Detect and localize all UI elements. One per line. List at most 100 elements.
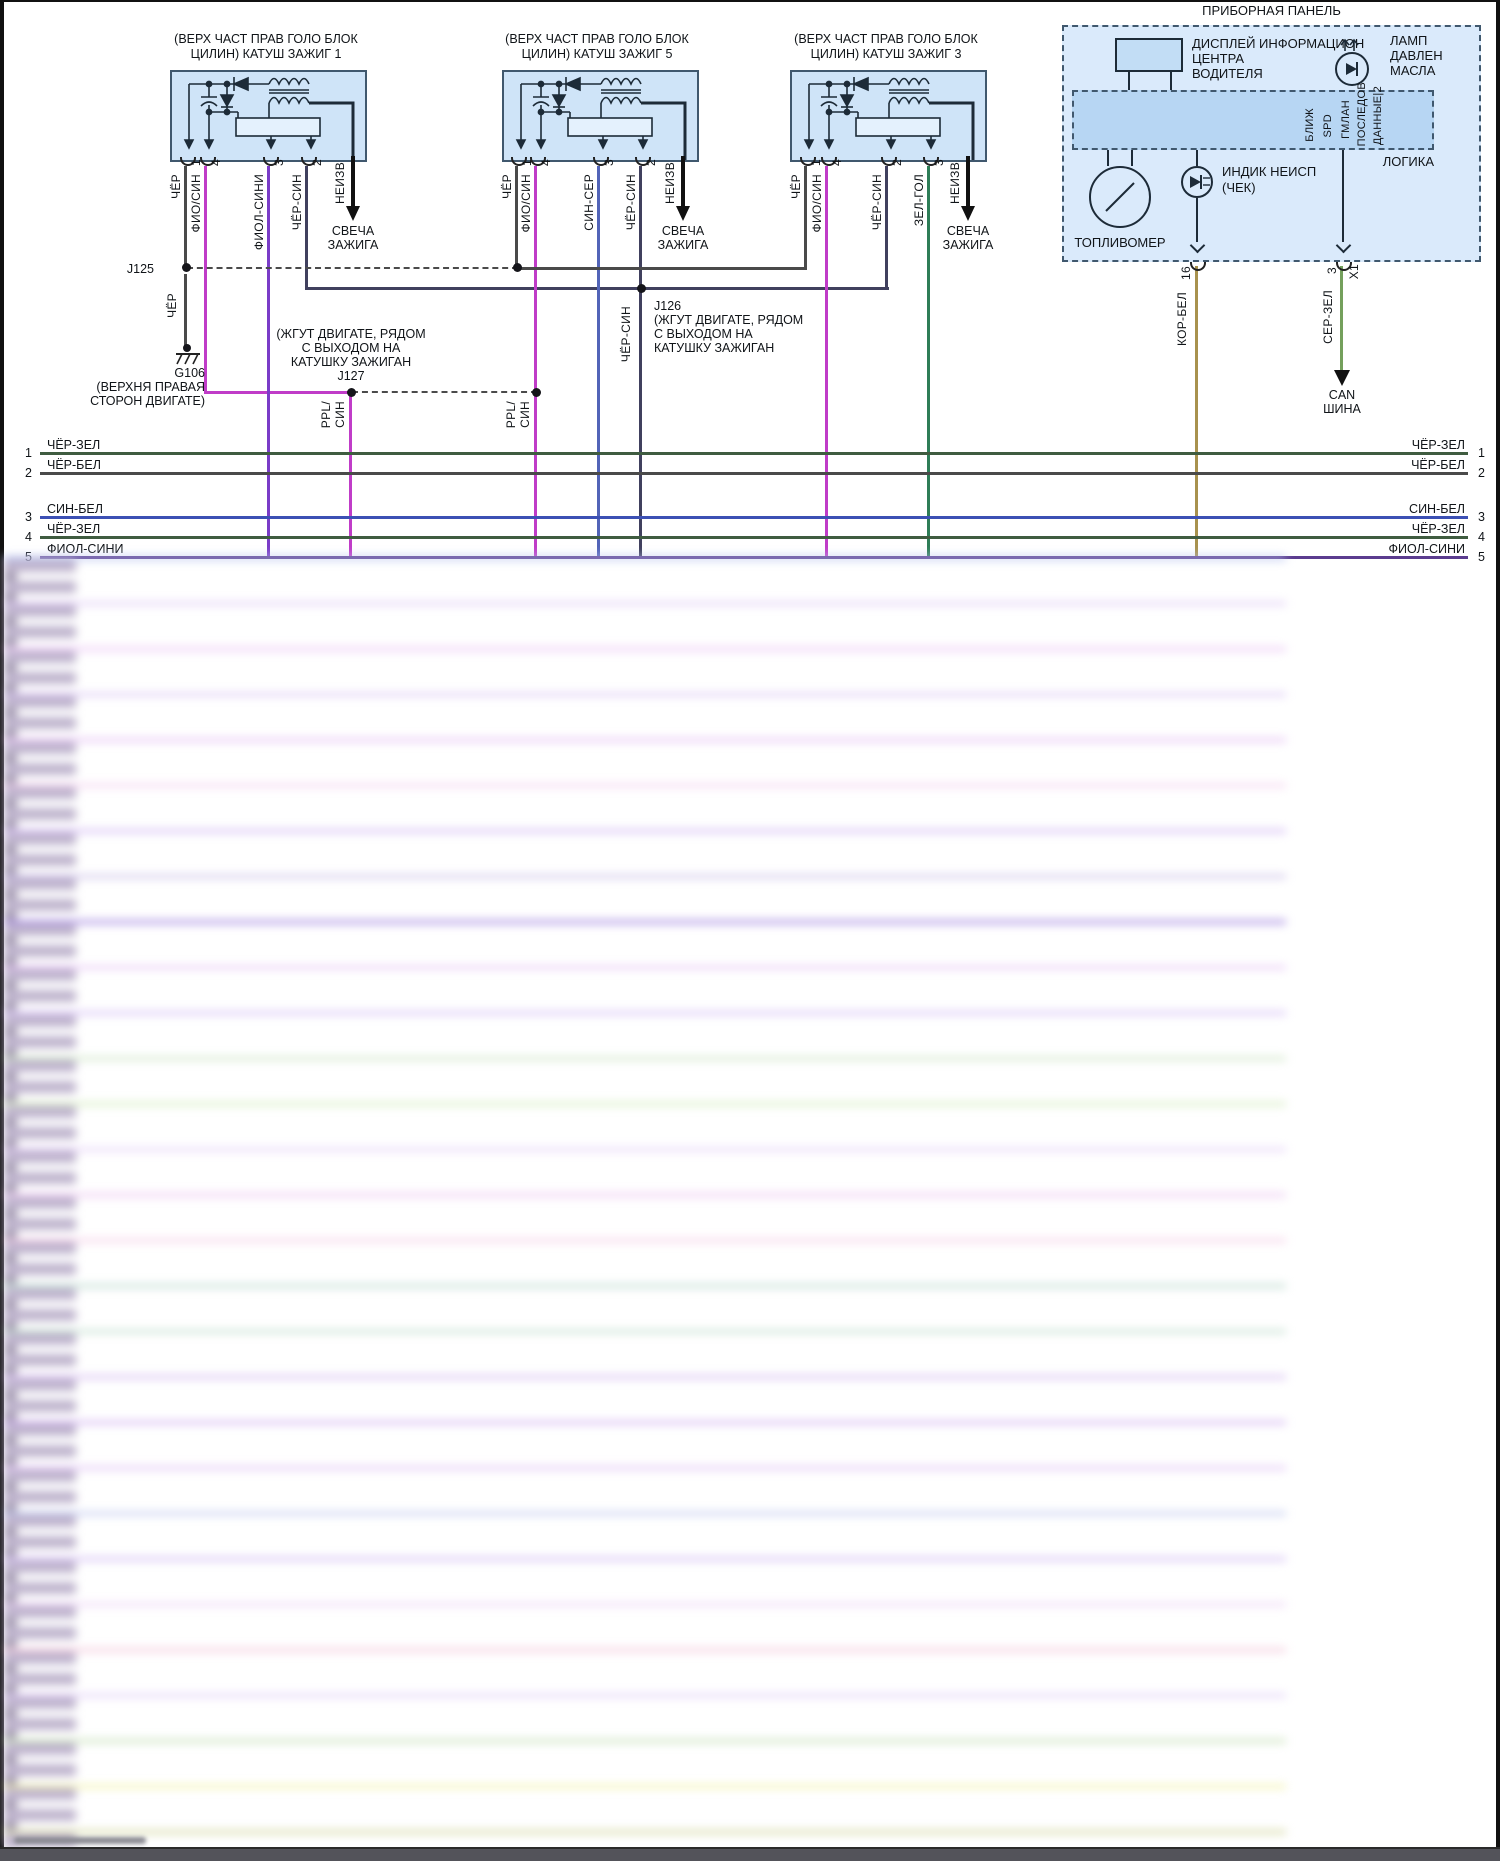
bus-row-label-right: ЧЁР-БЕЛ	[1411, 458, 1465, 472]
redacted-label-chip-left	[4, 1606, 76, 1618]
redacted-label-chip-right	[4, 1581, 76, 1594]
redacted-label-chip-right	[4, 1809, 76, 1821]
coil-3-pin-terminal	[821, 157, 837, 166]
gauge-leg-1	[1107, 150, 1109, 166]
display-leg-1	[1128, 72, 1130, 90]
bus-row-number-left: 3	[25, 510, 32, 524]
mil-wire-lower	[1196, 198, 1198, 242]
spark-plug-label-line2: ЗАЖИГА	[942, 238, 994, 252]
j127-junction-dot	[347, 388, 356, 397]
redacted-pin-number-left	[4, 1800, 17, 1809]
redacted-pin-number-right	[4, 592, 17, 602]
bus-row-label-left: ЧЁР-ЗЕЛ	[47, 522, 101, 536]
coil-3-title-line1: (ВЕРХ ЧАСТ ПРАВ ГОЛО БЛОК	[794, 32, 978, 46]
display-label-line3: ВОДИТЕЛЯ	[1192, 66, 1263, 81]
redacted-pin-number-left	[4, 935, 17, 945]
redacted-label-chip-right	[4, 762, 76, 775]
redacted-pin-number-left	[4, 1709, 17, 1718]
coil-1-output-label: НЕИЗВ	[333, 162, 347, 205]
coil-1-title-line2: ЦИЛИН) КАТУШ ЗАЖИГ 1	[190, 47, 342, 61]
redacted-label-chip-left	[4, 1697, 76, 1709]
gauge-leg-2	[1131, 150, 1133, 166]
redacted-pin-number-left	[4, 1299, 17, 1309]
bus-row-label-left: ЧЁР-ЗЕЛ	[47, 438, 101, 452]
blur-wire-row	[4, 1420, 1286, 1424]
redacted-pin-number-right	[4, 1184, 17, 1193]
redacted-label-chip-left	[4, 1424, 76, 1436]
coil-1-pin-number: 4	[209, 159, 223, 166]
redacted-pin-number-left	[4, 890, 17, 899]
redacted-pin-number-left	[4, 1527, 17, 1536]
wire-ppl-coil3-drop	[825, 166, 828, 556]
blur-wire-row	[4, 1830, 1286, 1834]
redacted-pin-number-right	[4, 1730, 17, 1739]
coil-3-pin-number: 2	[890, 159, 904, 166]
coil-1-pin-wire-label: ФИО/СИН	[189, 174, 203, 233]
blurred-wiring-section	[4, 556, 1496, 1848]
ground-id-label: G106	[174, 366, 205, 380]
redacted-label-chip-left	[4, 1469, 76, 1482]
j127-label: J127	[337, 369, 365, 383]
coil-2-output-label: НЕИЗВ	[663, 162, 677, 205]
redacted-pin-number-right	[4, 1548, 17, 1557]
redacted-label-chip-right	[4, 1536, 76, 1548]
redacted-label-chip-right	[4, 626, 76, 638]
display-label-line2: ЦЕНТРА	[1192, 51, 1245, 66]
coil-2-output-wire	[681, 156, 685, 208]
redacted-pin-number-right	[4, 1457, 17, 1466]
blur-wire-row	[4, 874, 1286, 878]
redacted-pin-number-right	[4, 1775, 17, 1785]
oil-lamp-label-line1: ЛАМП	[1390, 33, 1428, 48]
redacted-pin-number-right	[4, 683, 17, 693]
coil-1-pin-number: 3	[272, 159, 286, 166]
redacted-pin-number-right	[4, 1002, 17, 1011]
blur-wire-row	[4, 1739, 1286, 1743]
coil-1-pin-wire-label: ЧЁР-СИН	[290, 174, 304, 231]
ignition-coil-2-box	[502, 70, 699, 162]
blur-wire-row	[4, 1693, 1286, 1697]
redacted-pin-number-right	[4, 1684, 17, 1694]
blur-wire-row	[4, 1466, 1286, 1470]
redacted-label-chip-right	[4, 1217, 76, 1230]
blur-wire-row	[4, 1011, 1286, 1015]
spark-plug-label-line1: СВЕЧА	[661, 224, 705, 238]
bottom-window-bar	[0, 1847, 1500, 1861]
bus-row-number-left: 2	[25, 466, 32, 480]
display-leg-2	[1170, 72, 1172, 90]
redacted-pin-number-left	[4, 1163, 17, 1172]
wire-ppl-coil1-down	[204, 166, 207, 392]
redacted-label-chip-right	[4, 853, 76, 866]
redacted-pin-number-right	[4, 1411, 17, 1421]
wire-j127-dashed-link	[352, 391, 537, 393]
redacted-label-chip-right	[4, 1172, 76, 1184]
driver-info-display-icon	[1115, 38, 1183, 72]
redacted-label-chip-right	[4, 1490, 76, 1503]
pin16-number: 16	[1179, 266, 1193, 280]
redacted-pin-number-right	[4, 1821, 17, 1830]
redacted-pin-number-right	[4, 1229, 17, 1239]
redacted-label-chip-right	[4, 1263, 76, 1275]
spark-plug-arrow-icon	[961, 206, 975, 221]
coil-3-pin-wire-label: ЧЁР	[789, 174, 803, 199]
redacted-label-chip-right	[4, 1718, 76, 1730]
redacted-pin-number-right	[4, 1320, 17, 1330]
spark-plug-label-line1: СВЕЧА	[331, 224, 375, 238]
redacted-label-chip-right	[4, 1763, 76, 1776]
bus-row-number-left: 1	[25, 446, 32, 460]
blur-wire-row	[4, 1284, 1286, 1288]
redacted-pin-number-left	[4, 1436, 17, 1445]
redacted-label-chip-right	[4, 1035, 76, 1048]
wire-blkblu-coil5-down	[639, 166, 642, 288]
blur-wire-row	[4, 1147, 1286, 1151]
bus-row-label-right: ФИОЛ-СИНИ	[1388, 542, 1465, 556]
coil-3-pin-number: 4	[830, 159, 844, 166]
wire-blk-coil1-to-j125	[184, 166, 187, 266]
instrument-panel-title: ПРИБОРНАЯ ПАНЕЛЬ	[1202, 3, 1341, 18]
oil-pressure-lamp-icon	[1335, 38, 1369, 86]
j126-junction-dot	[637, 284, 646, 293]
bar-pin-label-posledov: ПОСЛЕДОВ	[1356, 82, 1368, 147]
panel-logic-bar	[1072, 90, 1434, 150]
redacted-pin-number-right	[4, 1639, 17, 1648]
bus-wire-row-4	[40, 536, 1468, 539]
blur-wire-row	[4, 1329, 1286, 1333]
